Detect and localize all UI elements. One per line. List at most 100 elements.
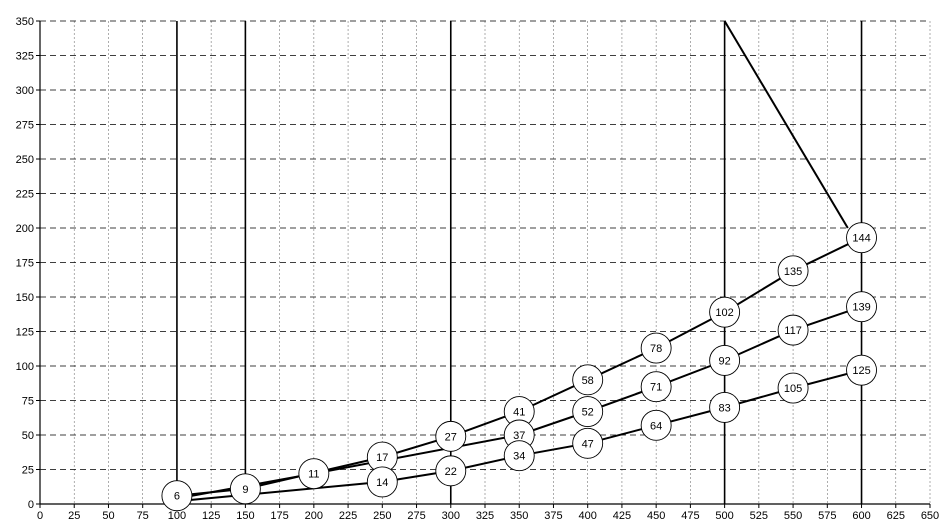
x-tick-label: 350 (510, 510, 528, 522)
data-point: 6 (161, 480, 193, 512)
x-tick-label: 550 (784, 510, 802, 522)
data-point: 71 (640, 371, 672, 403)
y-tick-label: 300 (16, 85, 34, 97)
series-line-4 (723, 20, 849, 229)
y-tick-label: 350 (16, 16, 34, 28)
data-point: 78 (640, 332, 672, 364)
data-point-marker (435, 420, 467, 452)
data-point-label: 105 (784, 383, 802, 395)
data-point-label: 17 (376, 452, 388, 464)
y-axis-ticks: 0 25 50 75 100 125 150 175 200 225 250 275 300 325 350 (16, 16, 40, 511)
y-tick-label: 25 (22, 465, 34, 477)
x-tick-label: 150 (236, 510, 254, 522)
x-tick-label: 0 (37, 510, 43, 522)
data-point-marker (572, 396, 604, 427)
data-point-label: 144 (852, 233, 870, 245)
data-point-label: 6 (174, 491, 180, 503)
data-point: 34 (503, 440, 535, 472)
y-tick-label: 325 (16, 51, 34, 63)
data-point-label: 83 (718, 402, 730, 414)
data-point-marker (846, 291, 877, 323)
data-point: 102 (709, 296, 741, 328)
data-point: 11 (298, 458, 330, 490)
x-tick-label: 625 (887, 510, 905, 522)
data-point: 58 (572, 364, 604, 396)
y-tick-label: 200 (16, 223, 34, 235)
data-point-marker (709, 345, 741, 376)
x-tick-label: 575 (818, 510, 836, 522)
x-tick-label: 325 (476, 510, 494, 522)
x-tick-label: 425 (613, 510, 631, 522)
y-tick-label: 100 (16, 361, 34, 373)
data-point-marker (503, 440, 535, 472)
x-tick-label: 300 (442, 510, 460, 522)
data-point-marker (709, 296, 741, 328)
data-point-label: 135 (784, 266, 802, 278)
data-point: 47 (572, 427, 604, 459)
data-point-marker (640, 409, 672, 441)
data-point-marker (435, 455, 467, 487)
data-point-marker (846, 354, 877, 386)
data-point: 139 (846, 291, 877, 323)
x-tick-label: 250 (373, 510, 391, 522)
x-tick-label: 500 (715, 510, 733, 522)
data-point: 14 (366, 466, 398, 498)
data-point-label: 117 (784, 325, 802, 337)
data-point: 92 (709, 345, 741, 376)
data-point-marker (298, 458, 330, 490)
data-point-label: 22 (445, 466, 457, 478)
y-tick-label: 0 (28, 499, 34, 511)
data-point-label: 58 (582, 375, 594, 387)
data-point-marker (229, 473, 261, 505)
data-point: 9 (229, 473, 261, 505)
x-tick-label: 100 (168, 510, 186, 522)
data-point-label: 71 (650, 382, 662, 394)
data-point-label: 52 (582, 407, 594, 419)
data-point-label: 47 (582, 438, 594, 450)
data-point-label: 64 (650, 420, 662, 432)
data-point-label: 139 (852, 302, 870, 314)
x-tick-label: 200 (305, 510, 323, 522)
data-point: 52 (572, 396, 604, 427)
data-point-marker (777, 255, 809, 287)
data-point-marker (640, 371, 672, 403)
data-point-label: 11 (308, 469, 319, 481)
data-point-marker (366, 466, 398, 498)
data-point-label: 14 (376, 477, 388, 489)
x-tick-label: 175 (270, 510, 288, 522)
y-tick-label: 175 (16, 258, 34, 270)
data-point: 83 (709, 391, 741, 423)
x-axis-ticks: 0 25 50 75 100 125 150 175 200 225 250 275 300 325 350… (37, 504, 939, 522)
data-point: 117 (777, 314, 809, 346)
data-point-label: 27 (445, 431, 457, 443)
x-tick-label: 275 (407, 510, 425, 522)
data-point: 125 (846, 354, 877, 386)
data-point: 135 (777, 255, 809, 287)
y-tick-label: 75 (22, 396, 34, 408)
data-point-marker (572, 427, 604, 459)
y-tick-label: 150 (16, 292, 34, 304)
data-point-marker (640, 332, 672, 364)
data-point: 27 (435, 420, 467, 452)
data-point-label: 41 (513, 407, 525, 419)
data-point-label: 37 (513, 430, 525, 442)
x-tick-label: 475 (681, 510, 699, 522)
data-point-label: 9 (242, 484, 248, 496)
data-point-label: 92 (718, 355, 730, 367)
data-point: 22 (435, 455, 467, 487)
x-tick-label: 600 (852, 510, 870, 522)
y-tick-label: 225 (16, 189, 34, 201)
y-tick-label: 250 (16, 154, 34, 166)
x-tick-label: 25 (68, 510, 80, 522)
x-tick-label: 400 (579, 510, 597, 522)
data-point-marker (777, 314, 809, 346)
x-tick-label: 50 (102, 510, 114, 522)
x-tick-label: 525 (750, 510, 768, 522)
x-tick-label: 450 (647, 510, 665, 522)
x-tick-label: 375 (544, 510, 562, 522)
data-point-marker (846, 222, 877, 254)
x-tick-label: 650 (921, 510, 939, 522)
data-point-marker (572, 364, 604, 396)
data-point-label: 125 (852, 365, 870, 377)
